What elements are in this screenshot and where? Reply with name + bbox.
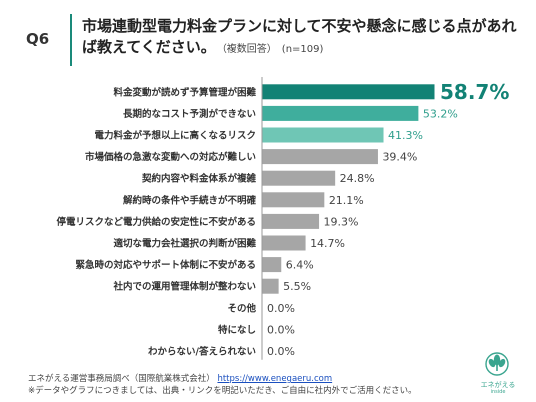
category-label: 停電リスクなど電力供給の安定性に不安がある xyxy=(56,216,256,228)
category-label: 解約時の条件や手続きが不明確 xyxy=(123,194,257,206)
question-title: 市場連動型電力料金プランに対して不安や懸念に感じる点があれば教えてください。 （複… xyxy=(82,16,522,60)
category-label: 特になし xyxy=(218,324,256,336)
category-label: 料金変動が読めず予算管理が困難 xyxy=(113,86,256,98)
value-label: 58.7% xyxy=(440,80,509,104)
bar xyxy=(262,278,279,294)
category-label: その他 xyxy=(227,302,256,314)
logo-subtext: inside xyxy=(490,389,506,395)
bar xyxy=(262,127,384,143)
value-label: 5.5% xyxy=(283,280,311,293)
bar xyxy=(262,105,419,121)
bar xyxy=(262,192,325,208)
value-label: 24.8% xyxy=(340,172,375,185)
category-label: 契約内容や料金体系が複雑 xyxy=(141,173,257,185)
bar xyxy=(262,235,306,251)
bar xyxy=(262,170,336,186)
category-label: 長期的なコスト予測ができない xyxy=(123,108,256,120)
value-label: 39.4% xyxy=(382,151,417,164)
logo-text: エネがえる xyxy=(480,381,516,389)
category-label: 市場価格の急激な変動への対応が難しい xyxy=(85,151,256,163)
value-label: 21.1% xyxy=(329,194,364,207)
footer-note: ※データやグラフにつきましては、出典・リンクを明記いただき、ご自由に社内外でご活… xyxy=(28,386,417,396)
value-label: 41.3% xyxy=(388,129,423,142)
bar xyxy=(262,213,320,229)
question-note: （複数回答） (n=109) xyxy=(221,44,324,55)
value-label: 53.2% xyxy=(423,107,458,120)
category-label: 電力料金が予想以上に高くなるリスク xyxy=(94,130,256,142)
bar xyxy=(262,149,378,165)
category-label: 緊急時の対応やサポート体制に不安がある xyxy=(75,259,256,271)
footer-source-line: エネがえる運営事務局調べ（国際航業株式会社） https://www.enega… xyxy=(28,372,332,384)
bar xyxy=(262,84,435,100)
footer-url-link[interactable]: https://www.enegaeru.com xyxy=(217,374,333,384)
value-label: 19.3% xyxy=(324,215,359,228)
category-label: わからない/答えられない xyxy=(148,346,256,358)
value-label: 0.0% xyxy=(267,345,295,358)
value-label: 0.0% xyxy=(267,323,295,336)
title-accent-bar xyxy=(70,14,72,66)
footer-source: エネがえる運営事務局調べ（国際航業株式会社） xyxy=(28,374,215,384)
question-title-text: 市場連動型電力料金プランに対して不安や懸念に感じる点があれば教えてください。 xyxy=(82,17,517,56)
category-label: 社内での運用管理体制が整わない xyxy=(112,281,256,293)
bar xyxy=(262,257,282,273)
enegaeru-logo-icon xyxy=(485,352,509,376)
question-number: Q6 xyxy=(26,30,50,48)
value-label: 14.7% xyxy=(310,237,345,250)
value-label: 0.0% xyxy=(267,302,295,315)
category-label: 適切な電力会社選択の判断が困難 xyxy=(113,238,256,250)
value-label: 6.4% xyxy=(286,259,314,272)
